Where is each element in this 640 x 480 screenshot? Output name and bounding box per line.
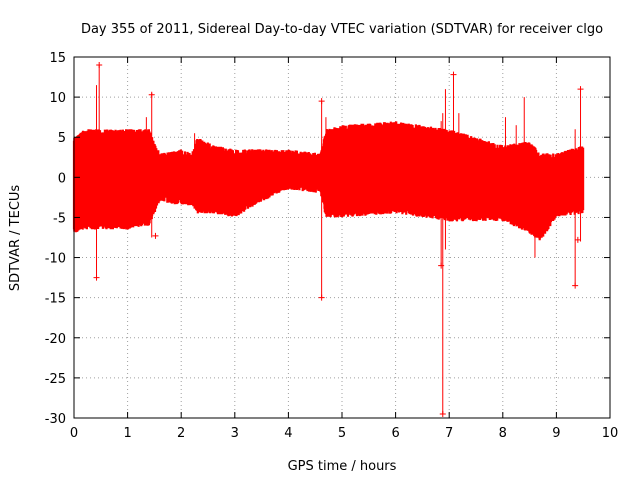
data-point — [96, 62, 103, 69]
y-tick-label: 10 — [49, 91, 66, 106]
data-point — [148, 91, 155, 98]
data-point — [577, 86, 584, 93]
x-tick-label: 7 — [445, 426, 453, 441]
x-tick-label: 3 — [231, 426, 239, 441]
x-tick-label: 4 — [284, 426, 292, 441]
x-tick-label: 10 — [602, 426, 619, 441]
data-point — [318, 294, 325, 301]
data-point — [439, 410, 446, 417]
y-tick-label: -30 — [45, 412, 66, 427]
y-tick-label: -5 — [53, 211, 66, 226]
y-tick-label: 5 — [58, 131, 66, 146]
x-tick-label: 1 — [123, 426, 131, 441]
data-point — [572, 282, 579, 289]
grid — [74, 57, 610, 418]
y-tick-label: 0 — [58, 171, 66, 186]
data-point — [574, 236, 581, 243]
y-tick-label: -20 — [45, 332, 66, 347]
data-band — [72, 121, 585, 241]
x-tick-label: 5 — [338, 426, 346, 441]
y-tick-labels: 15 10 5 0 -5 -10 -15 -20 -25 -30 — [45, 51, 66, 427]
data-layer — [72, 62, 585, 417]
x-tick-label: 6 — [391, 426, 399, 441]
x-tick-label: 8 — [499, 426, 507, 441]
y-tick-label: -15 — [45, 292, 66, 307]
data-point — [438, 262, 445, 269]
x-tick-label: 0 — [70, 426, 78, 441]
x-axis-label: GPS time / hours — [288, 459, 397, 474]
data-point — [152, 232, 159, 239]
y-tick-label: -25 — [45, 372, 66, 387]
ticks — [73, 56, 611, 419]
chart-title: Day 355 of 2011, Sidereal Day-to-day VTE… — [81, 22, 603, 37]
y-axis-label: SDTVAR / TECUs — [8, 185, 23, 292]
x-tick-labels: 0 1 2 3 4 5 6 7 8 9 10 — [70, 426, 618, 441]
data-point — [450, 71, 457, 78]
x-tick-label: 2 — [177, 426, 185, 441]
data-point — [93, 274, 100, 281]
x-tick-label: 9 — [552, 426, 560, 441]
data-point — [318, 98, 325, 105]
y-tick-label: -10 — [45, 252, 66, 267]
y-tick-label: 15 — [49, 51, 66, 66]
